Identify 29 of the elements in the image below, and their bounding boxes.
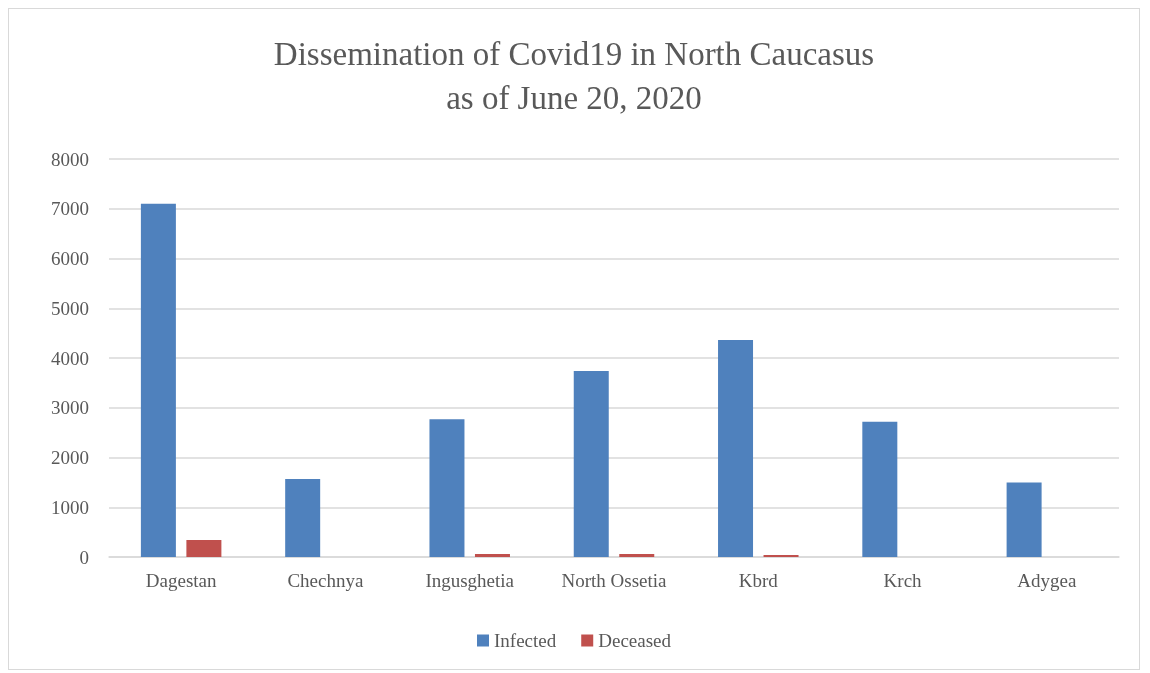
bar [573, 370, 609, 557]
x-tick-label: Krch [883, 570, 923, 591]
bar [140, 203, 176, 557]
x-tick-label: Ingusghetia [425, 570, 515, 591]
x-tick-label: North Ossetia [561, 570, 668, 591]
bar [474, 554, 510, 557]
y-tick-label: 0 [79, 546, 89, 568]
chart-title: Dissemination of Covid19 in North Caucasus as of June 20, 2020 [273, 36, 875, 116]
x-tick-label: Dagestan [145, 570, 217, 591]
legend-label: Deceased [598, 630, 672, 651]
legend-label: Infected [493, 630, 557, 651]
x-tick-label: Adygea [1017, 570, 1077, 591]
y-tick-label: 8000 [51, 148, 89, 170]
bar [285, 478, 321, 557]
y-tick-label: 2000 [51, 447, 89, 468]
y-tick-label: 4000 [51, 347, 89, 369]
bar [619, 554, 655, 557]
bar [186, 540, 222, 557]
y-tick-label: 5000 [51, 297, 89, 319]
y-tick-label: 1000 [51, 496, 89, 518]
bar [862, 421, 898, 557]
y-tick-label: 6000 [51, 248, 89, 269]
bar [1006, 482, 1042, 557]
bar [429, 419, 465, 557]
bar [718, 340, 754, 557]
x-tick-label: Chechnya [287, 570, 364, 591]
x-tick-label: Kbrd [738, 570, 779, 591]
y-tick-label: 7000 [51, 198, 89, 220]
y-tick-label: 3000 [51, 397, 89, 419]
